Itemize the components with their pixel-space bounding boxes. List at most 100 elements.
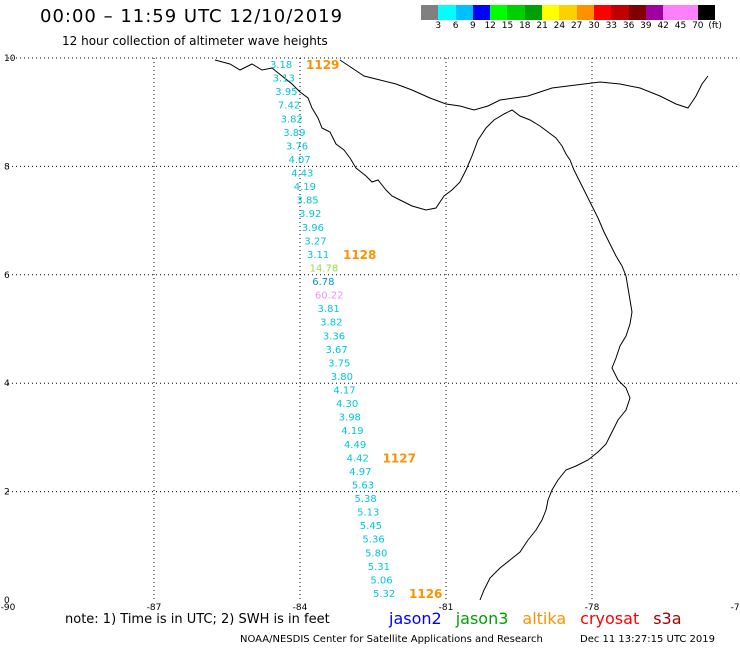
colorbar-label: 39 — [640, 21, 652, 31]
colorbar-swatch — [472, 5, 491, 20]
wave-height-label: 4.42 — [347, 453, 369, 464]
wave-height-label: 3.80 — [331, 372, 353, 383]
wave-height-label: 3.82 — [320, 318, 342, 329]
wave-height-label: 4.19 — [341, 426, 363, 437]
colorbar-swatch — [559, 5, 577, 20]
time-markers: 1129 1128 1127 1126 — [306, 58, 442, 601]
colorbar-swatch — [507, 5, 525, 20]
colorbar-label: 9 — [470, 21, 476, 31]
colorbar-swatch — [455, 5, 473, 20]
wave-height-track: 3.18 3.13 3.95 7.42 3.82 3.89 3.76 4.07 4.43 4.19… — [270, 60, 395, 600]
colorbar-swatch — [680, 5, 698, 20]
wave-height-label: 5.13 — [357, 508, 379, 519]
map-subtitle: 12 hour collection of altimeter wave hei… — [62, 34, 328, 48]
colorbar-swatch — [663, 5, 681, 20]
colorbar-swatch — [576, 5, 594, 20]
wave-height-label: 5.63 — [352, 480, 374, 491]
satellite-legend-item: cryosat — [580, 609, 640, 628]
satellite-legend-item: s3a — [653, 609, 682, 628]
wave-height-label: 4.43 — [291, 169, 313, 180]
colorbar-swatch — [524, 5, 543, 20]
colorbar-label: 3 — [435, 21, 442, 31]
wave-height-label: 3.76 — [286, 141, 308, 152]
colorbar-label: 21 — [536, 21, 548, 31]
wave-height-label: 3.89 — [283, 128, 305, 139]
wave-height-label: 3.13 — [273, 74, 295, 85]
colorbar-swatch — [421, 5, 439, 20]
colorbar-label: 18 — [519, 21, 531, 31]
x-tick-label: -87 — [147, 603, 162, 613]
colorbar-swatch — [542, 5, 560, 20]
colorbar-label: 42 — [657, 21, 669, 31]
colorbar-label: 15 — [501, 21, 514, 31]
wave-height-label: 5.06 — [370, 575, 392, 586]
wave-height-label: 3.27 — [304, 236, 326, 247]
wave-height-label: 4.07 — [288, 155, 310, 166]
wave-height-label: 6.78 — [312, 277, 334, 288]
wave-height-label: 14.78 — [310, 263, 339, 274]
wave-height-label: 5.38 — [355, 494, 377, 505]
colorbar-label: 27 — [570, 21, 583, 31]
colorbar-label: 70 — [692, 21, 704, 31]
colorbar-swatch — [611, 5, 629, 20]
wave-height-label: 3.82 — [281, 114, 303, 125]
credit-text: NOAA/NESDIS Center for Satellite Applica… — [240, 634, 543, 645]
satellite-legend: jason2 jason3 altika cryosat s3a — [389, 609, 682, 628]
colorbar-label: (ft) — [708, 21, 722, 31]
wave-height-label: 3.96 — [302, 223, 324, 234]
wave-height-label: 3.85 — [296, 196, 318, 207]
coastline-north — [339, 59, 709, 111]
x-tick-label: -90 — [1, 603, 16, 613]
map-title: 00:00 – 11:59 UTC 12/10/2019 — [40, 6, 344, 27]
time-marker-label: 1128 — [343, 248, 376, 262]
colorbar-labels: 3 6 9 12 15 18 21 24 27 30 33 36 39 42 45 70 (ft) — [421, 21, 740, 33]
wave-height-label: 3.81 — [318, 304, 340, 315]
y-tick-label: 0 — [4, 596, 10, 606]
colorbar-swatch — [645, 5, 664, 20]
y-tick-label: 2 — [4, 488, 10, 498]
colorbar-label: 30 — [588, 21, 600, 31]
wave-height-label: 3.95 — [275, 87, 297, 98]
colorbar — [421, 5, 716, 20]
wave-height-label: 5.45 — [360, 521, 382, 532]
colorbar-swatch — [697, 5, 716, 20]
y-tick-label: 6 — [4, 271, 10, 281]
x-tick-label: -84 — [293, 603, 308, 613]
x-tick-label: -78 — [585, 603, 600, 613]
x-tick-label: -75 — [731, 603, 740, 613]
wave-height-label: 5.80 — [365, 548, 387, 559]
wave-height-label: 3.36 — [323, 331, 345, 342]
satellite-legend-item: altika — [522, 609, 567, 628]
colorbar-swatch — [438, 5, 456, 20]
colorbar-swatch — [490, 5, 508, 20]
colorbar-label: 24 — [553, 21, 566, 31]
wave-height-label: 4.17 — [333, 386, 355, 397]
generated-timestamp: Dec 11 13:27:15 UTC 2019 — [580, 634, 715, 645]
y-tick-label: 4 — [4, 379, 10, 389]
wave-height-label: 60.22 — [315, 291, 344, 302]
time-marker-label: 1127 — [383, 451, 416, 465]
colorbar-label: 45 — [674, 21, 687, 31]
map-grid — [8, 57, 738, 600]
wave-height-label: 4.30 — [336, 399, 358, 410]
colorbar-label: 33 — [605, 21, 618, 31]
y-tick-label: 10 — [4, 54, 16, 64]
wave-height-label: 3.11 — [307, 250, 329, 261]
x-tick-label: -81 — [439, 603, 454, 613]
colorbar-swatch — [628, 5, 646, 20]
wave-height-label: 7.42 — [278, 101, 300, 112]
coastline — [214, 59, 633, 601]
wave-height-label: 3.92 — [299, 209, 321, 220]
colorbar-label: 6 — [452, 21, 459, 31]
time-marker-label: 1126 — [409, 587, 442, 601]
time-marker-label: 1129 — [306, 58, 339, 72]
colorbar-label: 12 — [484, 21, 496, 31]
wave-height-label: 4.97 — [349, 467, 371, 478]
satellite-legend-item: jason3 — [455, 609, 509, 628]
wave-height-label: 4.49 — [344, 440, 366, 451]
wave-height-label: 5.32 — [373, 589, 395, 600]
colorbar-label: 36 — [622, 21, 635, 31]
y-tick-label: 8 — [4, 162, 10, 172]
